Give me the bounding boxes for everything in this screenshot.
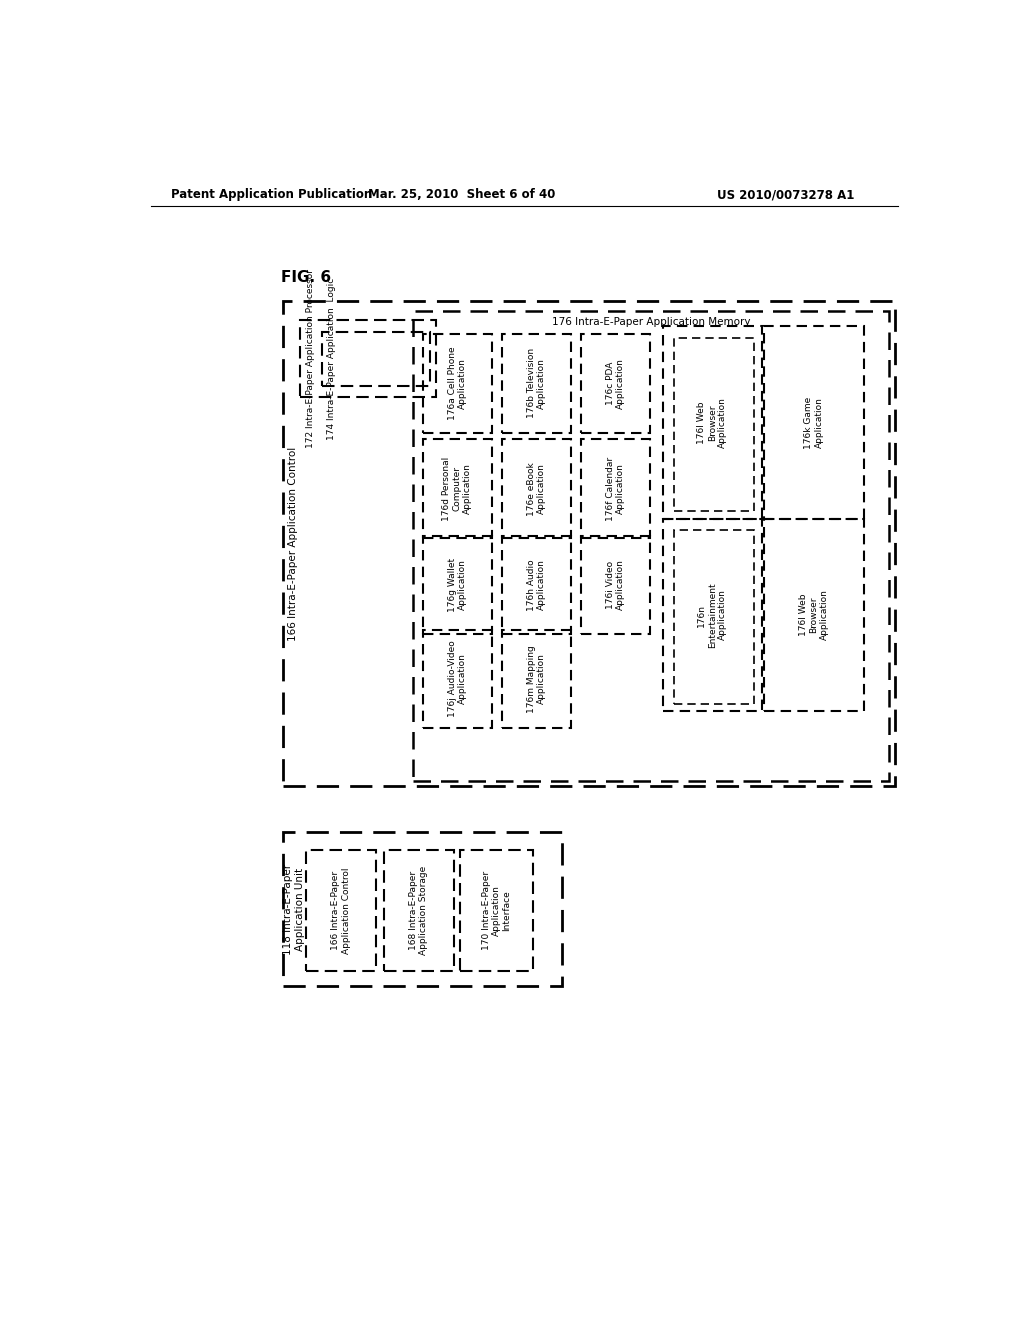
Text: Mar. 25, 2010  Sheet 6 of 40: Mar. 25, 2010 Sheet 6 of 40 bbox=[368, 187, 555, 201]
Text: 176j Audio-Video
Application: 176j Audio-Video Application bbox=[447, 640, 467, 717]
Bar bbox=[502, 334, 571, 433]
Text: 176i Video
Application: 176i Video Application bbox=[606, 560, 626, 610]
Bar bbox=[675, 338, 755, 511]
Bar bbox=[675, 531, 755, 704]
Bar bbox=[663, 519, 762, 711]
Text: 176e eBook
Application: 176e eBook Application bbox=[526, 462, 546, 516]
Text: FIG. 6: FIG. 6 bbox=[282, 271, 332, 285]
Bar bbox=[384, 850, 454, 970]
Text: 176m Mapping
Application: 176m Mapping Application bbox=[526, 645, 546, 713]
Text: 176l Web
Browser
Application: 176l Web Browser Application bbox=[697, 397, 727, 447]
Text: 176l Web
Browser
Application: 176l Web Browser Application bbox=[799, 590, 828, 640]
Text: 176 Intra-E-Paper Application Memory: 176 Intra-E-Paper Application Memory bbox=[552, 317, 751, 327]
Text: 176n
Entertainment
Application: 176n Entertainment Application bbox=[697, 582, 727, 648]
Bar bbox=[502, 630, 571, 729]
Bar bbox=[502, 536, 571, 635]
Bar bbox=[414, 312, 889, 780]
Bar bbox=[460, 850, 534, 970]
Text: 168 Intra-E-Paper
Application Storage: 168 Intra-E-Paper Application Storage bbox=[409, 866, 428, 954]
Text: Patent Application Publication: Patent Application Publication bbox=[171, 187, 372, 201]
Text: 174 Intra-E-Paper Application  Logic: 174 Intra-E-Paper Application Logic bbox=[328, 277, 336, 440]
Bar bbox=[283, 832, 562, 986]
Bar bbox=[423, 536, 493, 635]
Text: 176k Game
Application: 176k Game Application bbox=[804, 396, 823, 449]
Text: 118 Intra-E-Paper
Application Unit: 118 Intra-E-Paper Application Unit bbox=[283, 863, 305, 954]
Bar bbox=[283, 301, 895, 785]
Bar bbox=[581, 440, 650, 539]
Bar bbox=[423, 440, 493, 539]
Text: 170 Intra-E-Paper
Application
Interface: 170 Intra-E-Paper Application Interface bbox=[481, 871, 511, 950]
Bar bbox=[306, 850, 376, 970]
Bar bbox=[423, 630, 493, 729]
Text: 176g Wallet
Application: 176g Wallet Application bbox=[447, 558, 467, 612]
Bar bbox=[502, 440, 571, 539]
Bar bbox=[663, 326, 762, 519]
Text: 176b Television
Application: 176b Television Application bbox=[526, 348, 546, 418]
Text: 172 Intra-E-Paper Application Processor: 172 Intra-E-Paper Application Processor bbox=[305, 269, 314, 447]
Text: 176a Cell Phone
Application: 176a Cell Phone Application bbox=[447, 346, 467, 420]
Text: US 2010/0073278 A1: US 2010/0073278 A1 bbox=[717, 187, 854, 201]
Bar bbox=[322, 331, 430, 385]
Text: 176f Calendar
Application: 176f Calendar Application bbox=[606, 457, 626, 521]
Bar bbox=[423, 334, 493, 433]
Text: 176c PDA
Application: 176c PDA Application bbox=[606, 358, 626, 409]
Text: 176h Audio
Application: 176h Audio Application bbox=[526, 560, 546, 611]
Bar bbox=[581, 334, 650, 433]
Text: 166 Intra-E-Paper Application Control: 166 Intra-E-Paper Application Control bbox=[288, 446, 298, 640]
Bar bbox=[764, 326, 864, 519]
Bar bbox=[764, 519, 864, 711]
Bar bbox=[300, 321, 435, 397]
Bar bbox=[581, 536, 650, 635]
Text: 166 Intra-E-Paper
Application Control: 166 Intra-E-Paper Application Control bbox=[332, 867, 351, 953]
Text: 176d Personal
Computer
Application: 176d Personal Computer Application bbox=[442, 457, 472, 521]
